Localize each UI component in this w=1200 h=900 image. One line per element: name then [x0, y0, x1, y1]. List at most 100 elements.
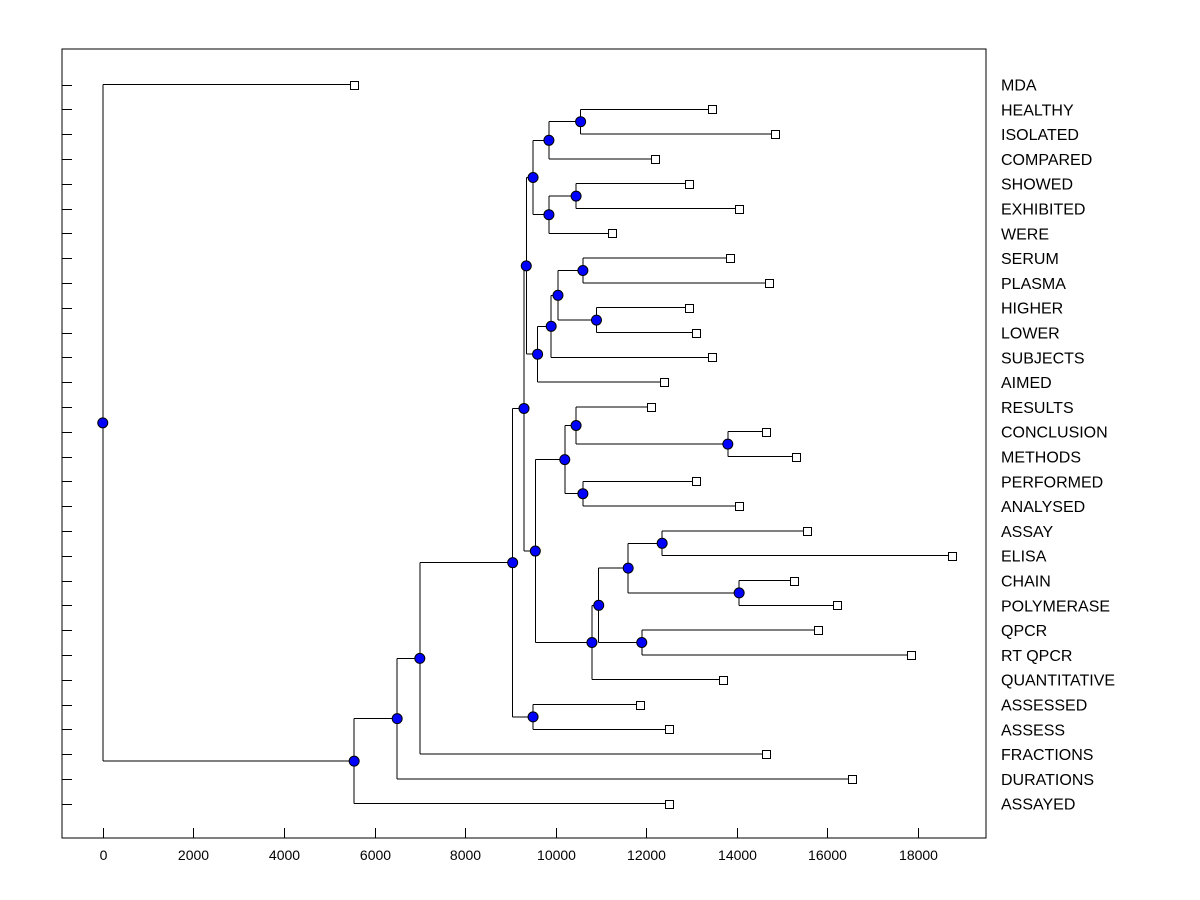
leaf-marker-qpcr	[814, 626, 823, 635]
leaf-marker-fractions	[762, 750, 771, 759]
x-ticks: 0 2000 4000 6000 8000 10000 12000 14000 16000 180…	[100, 828, 938, 863]
leaf-label-compared: COMPARED	[1001, 152, 1092, 169]
leaf-label-lower: LOWER	[1001, 326, 1060, 343]
leaf-marker-polymerase	[833, 601, 842, 610]
leaf-label-isolated: ISOLATED	[1001, 127, 1079, 144]
x-tick-label-2000: 2000	[178, 847, 209, 863]
x-tick-label-4000: 4000	[269, 847, 300, 863]
leaf-label-performed: PERFORMED	[1001, 474, 1103, 491]
merge-node-n-sp-hl	[552, 289, 564, 301]
leaf-label-quantitative: QUANTITATIVE	[1001, 673, 1115, 690]
merge-node-n-assayed	[348, 755, 360, 767]
leaf-marker-analysed	[735, 502, 744, 511]
leaf-marker-exhibited	[735, 205, 744, 214]
merge-node-n-group-f	[507, 557, 519, 569]
merge-node-n-group-c	[559, 454, 571, 466]
merge-node-n-quantitative	[586, 637, 598, 648]
leaf-marker-assessed	[636, 701, 645, 710]
leaf-label-fractions: FRACTIONS	[1001, 747, 1093, 764]
leaf-marker-serum	[726, 254, 735, 263]
merge-node-n-pcr-group	[593, 599, 605, 611]
leaf-labels: MDA HEALTHY ISOLATED COMPARED SHOWED EXHIBITE…	[1001, 78, 1115, 814]
leaf-label-methods: METHODS	[1001, 450, 1081, 467]
leaf-label-mda: MDA	[1001, 78, 1037, 95]
leaf-marker-results	[647, 403, 656, 412]
leaf-label-aimed: AIMED	[1001, 375, 1052, 392]
x-tick-label-16000: 16000	[808, 847, 847, 863]
leaf-label-durations: DURATIONS	[1001, 772, 1094, 789]
merge-node-n-conclusion-methods	[722, 438, 734, 450]
merge-node-n-group-e	[518, 402, 530, 414]
leaves	[350, 81, 957, 809]
merge-node-n-se-were	[543, 209, 555, 221]
leaf-marker-were	[608, 229, 617, 238]
merge-node-n-higher-lower	[590, 314, 602, 326]
leaf-marker-healthy	[708, 105, 717, 114]
merge-node-n-showed-exhibited	[570, 190, 582, 202]
leaf-marker-conclusion	[762, 428, 771, 437]
merge-node-n-group-d	[529, 545, 541, 557]
leaf-label-higher: HIGHER	[1001, 301, 1063, 318]
merge-node-n-group-b	[520, 260, 532, 272]
merge-node-n-assay-elisa	[656, 537, 668, 549]
leaf-marker-durations	[848, 775, 857, 784]
leaf-label-chain: CHAIN	[1001, 574, 1051, 591]
merge-node-n-assessed-assess	[527, 711, 539, 723]
x-tick-label-0: 0	[100, 847, 108, 863]
merge-node-n-durations	[391, 713, 403, 725]
x-tick-label-8000: 8000	[450, 847, 481, 863]
leaf-label-subjects: SUBJECTS	[1001, 350, 1085, 367]
leaf-label-assessed: ASSESSED	[1001, 698, 1087, 715]
leaf-label-exhibited: EXHIBITED	[1001, 202, 1085, 219]
merge-node-n-qpcr-rtqpcr	[636, 637, 648, 648]
leaf-label-qpcr: QPCR	[1001, 623, 1047, 640]
merge-node-n-results	[570, 420, 582, 431]
leaf-label-assayed: ASSAYED	[1001, 797, 1075, 814]
x-tick-label-6000: 6000	[360, 847, 391, 863]
merge-node-n-chain-polymerase	[733, 587, 745, 599]
leaf-marker-plasma	[765, 279, 774, 288]
x-tick-label-14000: 14000	[718, 847, 757, 863]
merge-node-n-healthy-isolated	[575, 116, 587, 128]
leaf-label-were: WERE	[1001, 226, 1049, 243]
leaf-marker-elisa	[948, 552, 957, 561]
merge-node-n-hi-compared	[543, 134, 555, 146]
leaf-marker-assess	[665, 725, 674, 734]
leaf-label-results: RESULTS	[1001, 400, 1074, 417]
leaf-label-assay: ASSAY	[1001, 524, 1054, 541]
leaf-marker-chain	[790, 577, 799, 586]
x-tick-label-10000: 10000	[537, 847, 576, 863]
merge-node-n-performed-analysed	[577, 488, 589, 500]
branches	[102, 84, 953, 805]
leaf-label-conclusion: CONCLUSION	[1001, 425, 1108, 442]
leaf-marker-showed	[685, 180, 694, 189]
leaf-marker-compared	[651, 155, 660, 164]
leaf-marker-lower	[692, 329, 701, 338]
leaf-marker-performed	[692, 477, 701, 486]
merge-nodes	[97, 116, 745, 767]
leaf-marker-subjects	[708, 353, 717, 362]
merge-node-n-aimed	[532, 348, 544, 360]
leaf-label-serum: SERUM	[1001, 251, 1059, 268]
leaf-label-analysed: ANALYSED	[1001, 499, 1085, 516]
leaf-label-rt-qpcr: RT QPCR	[1001, 648, 1072, 665]
leaf-marker-isolated	[771, 130, 780, 139]
merge-node-n-subjects	[545, 320, 557, 332]
merge-node-n-fractions	[414, 652, 426, 664]
leaf-label-plasma: PLASMA	[1001, 276, 1066, 293]
leaf-label-assess: ASSESS	[1001, 722, 1065, 739]
leaf-label-polymerase: POLYMERASE	[1001, 598, 1110, 615]
merge-node-n-root	[97, 417, 109, 429]
leaf-marker-assayed	[665, 800, 674, 809]
x-tick-label-12000: 12000	[627, 847, 666, 863]
leaf-marker-higher	[685, 304, 694, 313]
leaf-marker-methods	[792, 453, 801, 462]
merge-node-n-ae-cp	[622, 562, 634, 574]
leaf-label-showed: SHOWED	[1001, 177, 1073, 194]
merge-node-n-serum-plasma	[577, 265, 589, 276]
leaf-marker-rt-qpcr	[907, 651, 916, 660]
leaf-marker-aimed	[660, 378, 669, 387]
y-ticks	[62, 85, 72, 805]
leaf-label-elisa: ELISA	[1001, 549, 1047, 566]
